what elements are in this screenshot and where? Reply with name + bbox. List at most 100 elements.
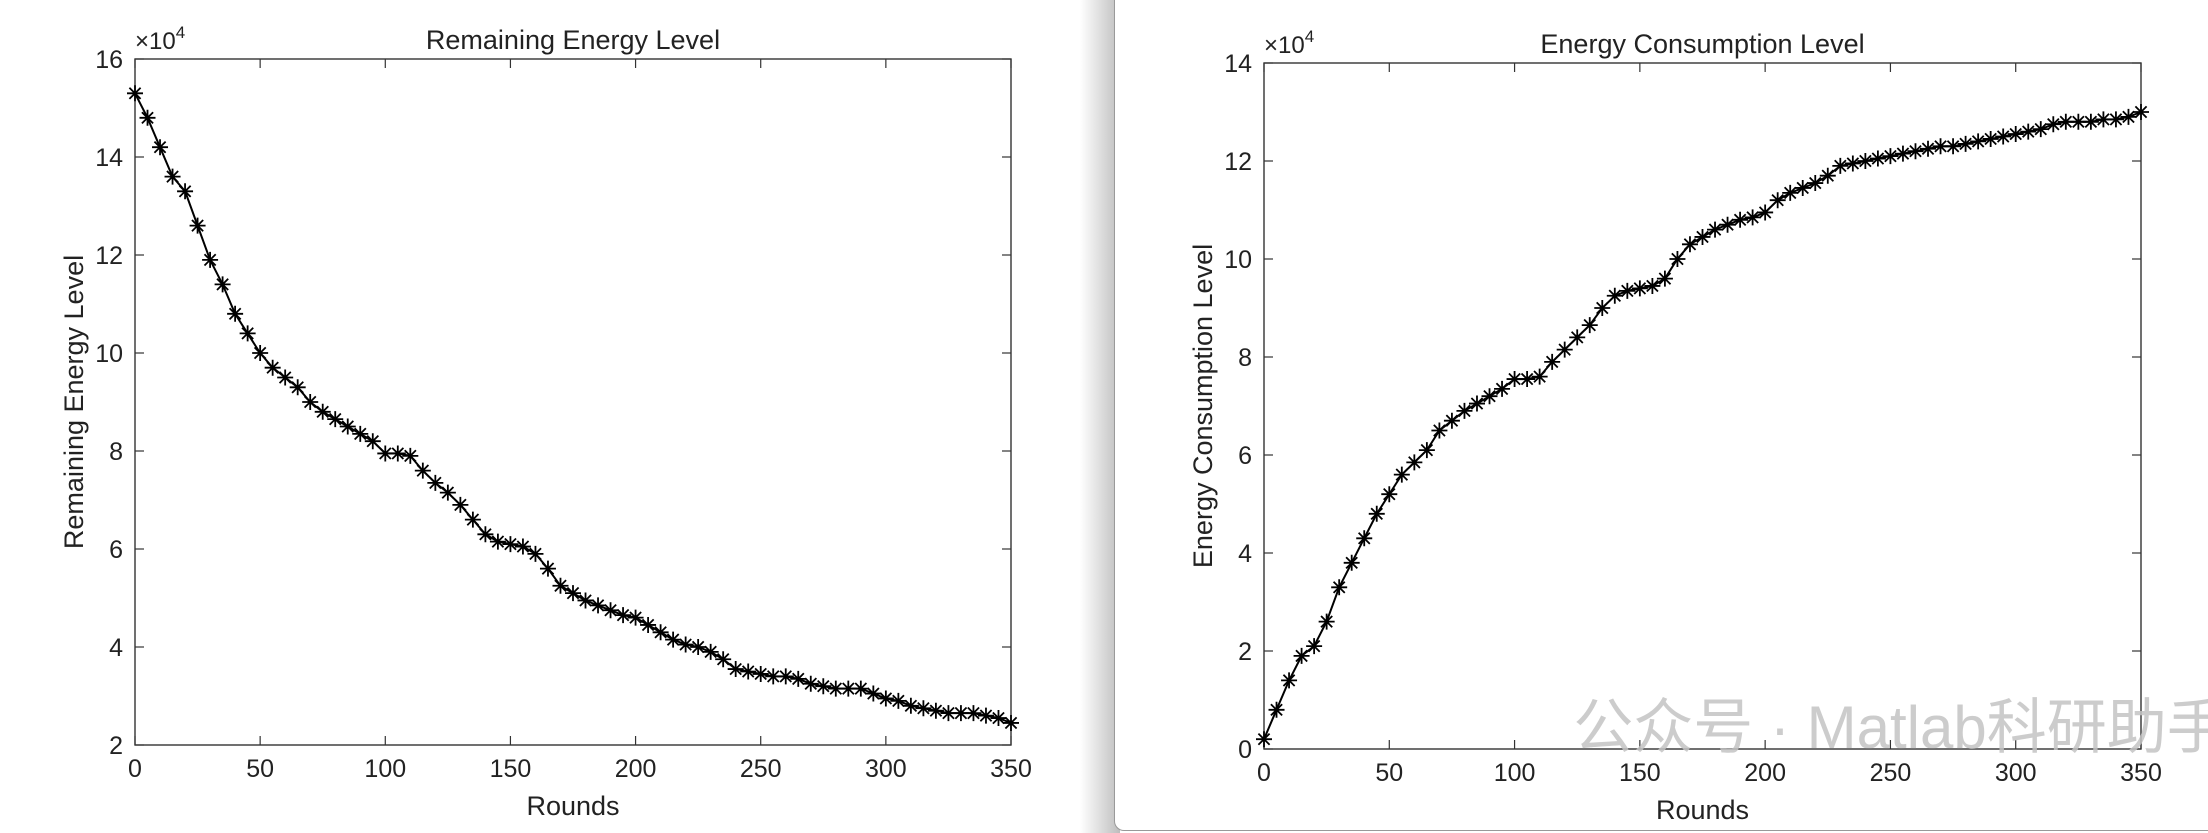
x-tick-label: 300	[865, 755, 907, 783]
y-multiplier: ×104	[135, 23, 185, 55]
star-marker	[640, 616, 657, 633]
star-marker	[502, 536, 519, 553]
star-marker	[1832, 157, 1849, 174]
star-marker	[289, 379, 306, 396]
star-marker	[702, 643, 719, 660]
star-marker	[2133, 104, 2149, 120]
star-marker	[1869, 150, 1886, 167]
star-marker	[590, 597, 607, 614]
star-marker	[602, 602, 619, 619]
axes-box	[1263, 62, 2142, 750]
star-marker	[227, 305, 244, 322]
star-marker	[902, 697, 919, 714]
star-marker	[1769, 192, 1786, 209]
y-multiplier-exp: 4	[1305, 27, 1314, 46]
star-marker	[2070, 113, 2087, 130]
star-marker	[2057, 113, 2074, 130]
star-marker	[665, 631, 682, 648]
star-marker	[1782, 184, 1799, 201]
star-marker	[915, 700, 932, 717]
star-marker	[1331, 579, 1348, 596]
star-marker	[1368, 505, 1385, 522]
star-marker	[1920, 140, 1937, 157]
star-marker	[427, 474, 444, 491]
star-marker	[1606, 287, 1623, 304]
star-marker	[1707, 221, 1724, 238]
star-marker	[2095, 111, 2112, 128]
star-marker	[414, 462, 431, 479]
star-marker	[1732, 211, 1749, 228]
star-marker	[489, 533, 506, 550]
x-tick-label: 250	[1870, 759, 1912, 787]
star-marker	[577, 592, 594, 609]
star-marker	[1406, 454, 1423, 471]
star-marker	[840, 680, 857, 697]
star-marker	[377, 445, 394, 462]
star-marker	[264, 359, 281, 376]
y-tick-label: 12	[95, 242, 123, 270]
y-tick-label: 2	[109, 732, 123, 760]
star-marker	[677, 636, 694, 653]
star-marker	[790, 670, 807, 687]
star-marker	[389, 445, 406, 462]
star-marker	[152, 139, 169, 156]
star-marker	[627, 609, 644, 626]
y-tick-label: 0	[1238, 736, 1252, 764]
star-marker	[239, 325, 256, 342]
star-marker	[1631, 280, 1648, 297]
star-marker	[1819, 167, 1836, 184]
star-marker	[1932, 138, 1949, 155]
x-tick-label: 350	[990, 755, 1032, 783]
star-marker	[1656, 270, 1673, 287]
star-marker	[740, 663, 757, 680]
y-tick-label: 10	[1224, 246, 1252, 274]
watermark: 公众号 · Matlab科研助手	[1573, 694, 2208, 761]
y-tick-label: 14	[1224, 50, 1252, 78]
star-marker	[2032, 121, 2049, 138]
y-tick-label: 4	[1238, 540, 1252, 568]
y-axis-label: Remaining Energy Level	[59, 255, 89, 549]
x-tick-label: 200	[1744, 759, 1786, 787]
star-marker	[1569, 329, 1586, 346]
star-marker	[189, 217, 206, 234]
star-marker	[1556, 341, 1573, 358]
x-tick-label: 100	[364, 755, 406, 783]
x-axis-label: Rounds	[1656, 795, 1749, 825]
star-marker	[1882, 148, 1899, 165]
star-marker	[1644, 277, 1661, 294]
star-marker	[1343, 554, 1360, 571]
star-marker	[1719, 216, 1736, 233]
star-marker	[327, 411, 344, 428]
star-marker	[2082, 113, 2099, 130]
star-marker	[1894, 145, 1911, 162]
star-marker	[1381, 486, 1398, 503]
star-marker	[890, 692, 907, 709]
y-tick-label: 2	[1238, 638, 1252, 666]
x-tick-label: 50	[1375, 759, 1403, 787]
star-marker	[1669, 251, 1686, 267]
star-marker	[277, 369, 294, 386]
y-axis-label: Energy Consumption Level	[1188, 244, 1218, 568]
axes-box	[134, 58, 1012, 746]
window-shadow	[1080, 0, 1120, 833]
star-marker	[1531, 368, 1548, 385]
x-tick-label: 200	[615, 755, 657, 783]
star-marker	[1293, 647, 1310, 664]
y-tick-label: 12	[1224, 148, 1252, 176]
star-marker	[1506, 371, 1523, 388]
star-marker	[940, 705, 957, 722]
star-marker	[1393, 466, 1410, 483]
star-marker	[1744, 209, 1761, 226]
star-marker	[1356, 530, 1373, 547]
star-marker	[214, 276, 231, 293]
star-marker	[439, 484, 456, 501]
star-marker	[690, 639, 707, 655]
star-marker	[1970, 133, 1987, 150]
star-marker	[1468, 395, 1485, 412]
star-marker	[452, 496, 469, 513]
star-marker	[990, 710, 1007, 727]
x-tick-label: 0	[1257, 759, 1271, 787]
star-marker	[1431, 422, 1448, 439]
star-marker	[815, 678, 832, 695]
